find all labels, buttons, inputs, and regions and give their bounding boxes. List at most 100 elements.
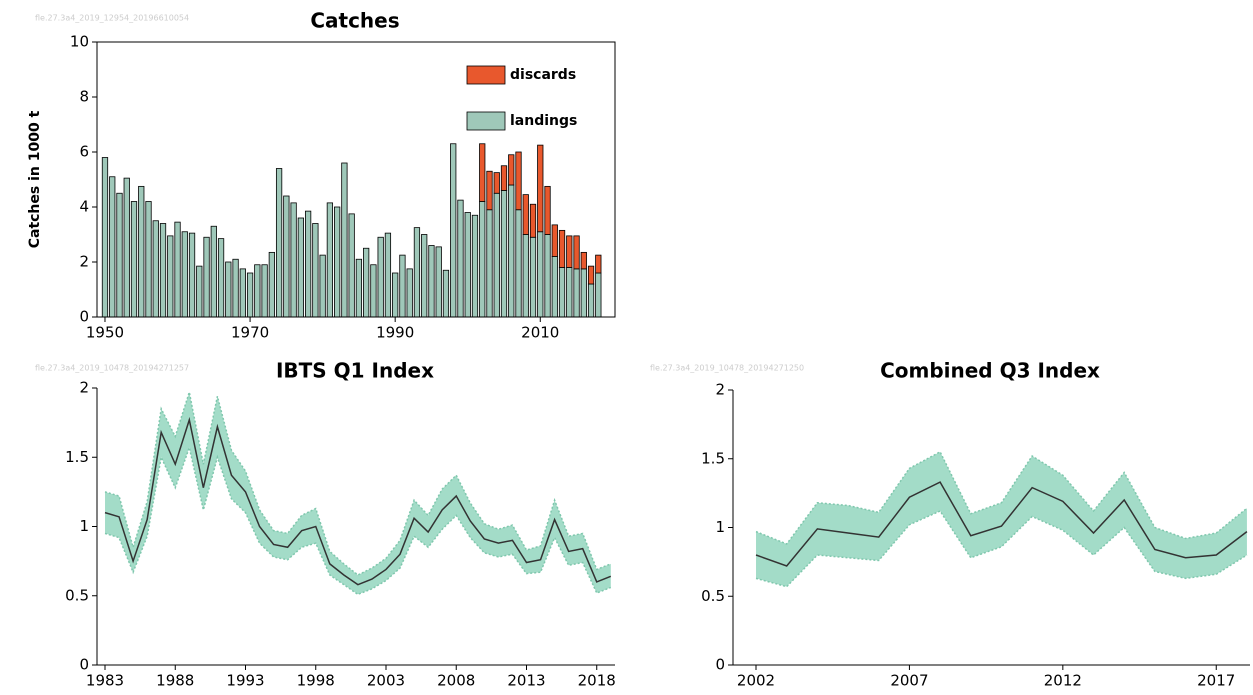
bar: [181, 231, 188, 318]
x-tick-label: 2007: [890, 672, 928, 690]
y-tick-label: 0.5: [65, 586, 89, 604]
bar: [283, 195, 290, 318]
x-tick-label: 2017: [1197, 672, 1235, 690]
x-tick-label: 2002: [737, 672, 775, 690]
bar: [537, 231, 544, 318]
bar: [595, 272, 602, 318]
confidence-band: [756, 451, 1247, 587]
bar: [522, 194, 529, 235]
bar: [486, 209, 493, 318]
bar: [304, 210, 312, 318]
chart-title: IBTS Q1 Index: [276, 359, 434, 383]
bar: [312, 223, 319, 318]
bar: [261, 264, 268, 318]
legend-label: landings: [510, 113, 577, 129]
bar: [558, 229, 566, 268]
x-tick-label: 2010: [521, 324, 559, 342]
x-tick-label: 2003: [367, 672, 405, 690]
bar: [500, 165, 508, 191]
bar: [508, 154, 515, 186]
y-tick-label: 2: [79, 379, 89, 397]
x-tick-label: 2008: [437, 672, 475, 690]
bar: [515, 151, 522, 211]
bar: [101, 157, 109, 318]
bar: [529, 236, 537, 318]
bar: [225, 261, 232, 318]
bar: [558, 267, 566, 318]
bar: [116, 192, 123, 318]
bar: [486, 170, 493, 211]
bar: [217, 238, 225, 318]
legend-swatch: [466, 111, 506, 131]
bar: [500, 190, 508, 318]
bar: [580, 268, 587, 318]
x-tick-label: 1983: [86, 672, 124, 690]
bar: [210, 225, 217, 318]
y-tick-label: 8: [79, 88, 89, 106]
bar: [174, 221, 181, 318]
bar: [406, 268, 413, 318]
x-tick-label: 2012: [1044, 672, 1082, 690]
bar: [573, 235, 580, 270]
bar: [537, 144, 544, 233]
bar: [363, 247, 370, 318]
bar: [159, 223, 167, 318]
bar: [544, 234, 551, 318]
legend-label: discards: [510, 67, 576, 83]
y-tick-label: 1.5: [65, 448, 89, 466]
y-tick-label: 2: [715, 381, 725, 399]
bar: [123, 177, 130, 318]
x-tick-label: 1970: [231, 324, 269, 342]
band-edge: [755, 510, 1248, 588]
y-tick-label: 1: [715, 518, 725, 536]
x-tick-label: 1993: [226, 672, 264, 690]
bar: [334, 206, 341, 318]
bar: [167, 235, 174, 318]
watermark: fle.27.3a4_2019_10478_20194271250: [650, 364, 804, 373]
watermark: fle.27.3a4_2019_10478_20194271257: [35, 364, 189, 373]
confidence-band: [105, 392, 611, 595]
bar: [290, 202, 297, 318]
index-line: [755, 481, 1248, 567]
bar: [196, 265, 203, 318]
bar: [232, 258, 239, 318]
bar: [341, 162, 348, 318]
bar: [275, 168, 283, 318]
bar: [152, 220, 159, 318]
bar: [587, 265, 595, 285]
bar: [457, 199, 464, 318]
band-edge: [104, 444, 612, 596]
bar: [399, 254, 406, 318]
bar: [544, 185, 551, 235]
x-tick-label: 1950: [86, 324, 124, 342]
y-tick-label: 6: [79, 143, 89, 161]
bar: [587, 283, 595, 318]
y-tick-label: 0: [79, 656, 89, 674]
bar: [392, 272, 399, 318]
x-tick-label: 2013: [507, 672, 545, 690]
band-edge: [755, 450, 1248, 545]
bar: [442, 269, 450, 318]
bar: [188, 232, 196, 318]
bar: [566, 267, 573, 318]
bar: [479, 201, 486, 318]
bar: [522, 234, 529, 318]
bar: [348, 213, 355, 318]
y-tick-label: 1: [79, 517, 89, 535]
bar: [595, 254, 602, 274]
chart-title: Catches: [310, 9, 399, 33]
bar: [413, 227, 421, 318]
bar: [319, 254, 326, 318]
y-tick-label: 0.5: [701, 587, 725, 605]
bar: [268, 251, 275, 318]
index-line: [104, 416, 612, 586]
y-tick-label: 2: [79, 253, 89, 271]
bar: [493, 192, 500, 318]
y-tick-label: 4: [79, 198, 89, 216]
bar: [566, 235, 573, 268]
bar: [508, 184, 515, 318]
bar: [326, 202, 334, 318]
watermark: fle.27.3a4_2019_12954_20196610054: [35, 14, 189, 23]
y-axis-label: Catches in 1000 t: [27, 110, 43, 248]
